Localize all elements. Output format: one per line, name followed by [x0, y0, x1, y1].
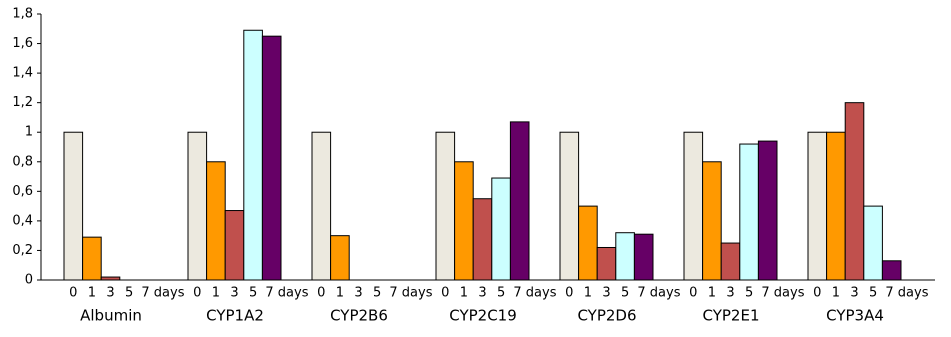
bar — [596, 246, 617, 281]
y-tick-label: 0 — [25, 273, 33, 288]
series-label: 0 — [565, 286, 573, 301]
series-label: 0 — [317, 286, 325, 301]
series-label: 7 days — [513, 286, 556, 301]
bar — [261, 35, 282, 281]
bar — [881, 260, 902, 281]
x-tick-label: CYP2E1 — [703, 307, 760, 325]
bar — [454, 161, 474, 281]
bar — [187, 131, 208, 281]
bar — [863, 205, 883, 281]
series-label: 3 — [230, 286, 238, 301]
y-tick-label: 1,4 — [12, 66, 33, 81]
bar — [243, 29, 263, 281]
bar — [702, 161, 722, 281]
series-label: 7 days — [885, 286, 928, 301]
series-label: 7 days — [761, 286, 804, 301]
series-label: 1 — [88, 286, 96, 301]
bar — [683, 131, 704, 281]
y-tick-label: 0,2 — [12, 243, 33, 258]
series-label: 7 days — [389, 286, 432, 301]
bar — [491, 177, 511, 281]
y-tick-label: 0,8 — [12, 154, 33, 169]
series-label: 7 days — [637, 286, 680, 301]
series-label: 0 — [193, 286, 201, 301]
series-label: 0 — [813, 286, 821, 301]
series-label: 5 — [621, 286, 629, 301]
series-label: 3 — [602, 286, 610, 301]
bar — [224, 210, 245, 281]
y-tick-label: 1,8 — [12, 7, 33, 22]
series-label: 0 — [689, 286, 697, 301]
series-label: 5 — [745, 286, 753, 301]
bar — [807, 131, 828, 281]
series-label: 0 — [69, 286, 77, 301]
series-label: 1 — [460, 286, 468, 301]
bar — [844, 102, 865, 281]
x-tick-label: CYP1A2 — [206, 307, 264, 325]
series-label: 5 — [497, 286, 505, 301]
x-tick-label: CYP2B6 — [330, 307, 388, 325]
series-label: 0 — [441, 286, 449, 301]
series-label: 1 — [336, 286, 344, 301]
bar — [559, 131, 580, 281]
y-tick-label: 1 — [25, 125, 33, 140]
bar — [578, 205, 598, 281]
bar — [435, 131, 456, 281]
series-label: 5 — [373, 286, 381, 301]
series-label: 3 — [106, 286, 114, 301]
series-label: 3 — [478, 286, 486, 301]
series-label: 3 — [726, 286, 734, 301]
bar — [509, 121, 530, 281]
bar — [311, 131, 332, 281]
y-tick-label: 1,2 — [12, 95, 33, 110]
bar — [633, 233, 654, 281]
x-tick-label: CYP2D6 — [577, 307, 636, 325]
bar — [826, 131, 846, 281]
series-label: 5 — [125, 286, 133, 301]
x-tick-label: CYP2C19 — [449, 307, 517, 325]
series-label: 1 — [212, 286, 220, 301]
y-tick-label: 0,6 — [12, 184, 33, 199]
bar — [472, 198, 493, 281]
series-label: 1 — [584, 286, 592, 301]
x-tick-label: Albumin — [80, 307, 142, 325]
y-tick-label: 0,4 — [12, 213, 33, 228]
series-label: 3 — [850, 286, 858, 301]
bar — [206, 161, 226, 281]
bar — [330, 235, 350, 281]
bar — [100, 276, 121, 281]
series-label: 3 — [354, 286, 362, 301]
y-tick-label: 1,6 — [12, 36, 33, 51]
bar — [82, 236, 102, 281]
bar — [615, 232, 635, 281]
bar — [757, 140, 778, 281]
series-label: 5 — [869, 286, 877, 301]
x-tick-label: CYP3A4 — [826, 307, 884, 325]
series-label: 7 days — [141, 286, 184, 301]
bar — [739, 143, 759, 281]
series-label: 5 — [249, 286, 257, 301]
series-label: 7 days — [265, 286, 308, 301]
bar — [63, 131, 84, 281]
bar — [720, 242, 741, 281]
series-label: 1 — [832, 286, 840, 301]
series-label: 1 — [708, 286, 716, 301]
